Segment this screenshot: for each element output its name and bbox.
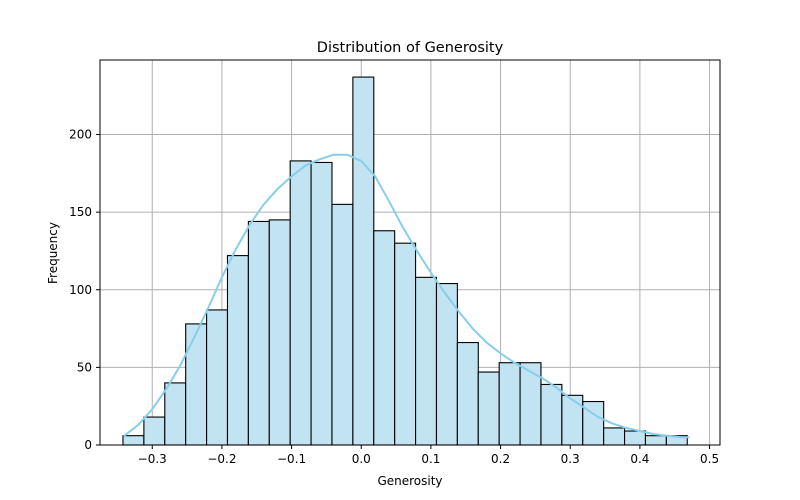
histogram-bar xyxy=(289,160,312,446)
histogram-bar xyxy=(206,309,229,446)
histogram-bar xyxy=(644,435,667,446)
x-tick-label: 0.4 xyxy=(630,452,649,466)
chart-title: Distribution of Generosity xyxy=(317,40,504,56)
histogram-bar xyxy=(352,76,375,446)
y-tick-label: 100 xyxy=(69,283,92,297)
histogram-bar xyxy=(122,435,145,446)
histogram-bar xyxy=(498,362,521,446)
histogram-bar xyxy=(247,220,270,446)
histogram-bar xyxy=(185,323,208,446)
x-tick-label: 0.5 xyxy=(700,452,719,466)
x-tick-label: −0.2 xyxy=(207,452,236,466)
histogram-bar xyxy=(331,203,354,446)
y-tick-label: 50 xyxy=(77,360,92,374)
histogram-bar xyxy=(226,255,249,446)
x-tick-label: 0.2 xyxy=(491,452,510,466)
kde-curve xyxy=(123,153,690,439)
histogram-bar xyxy=(310,161,333,446)
x-tick-label: −0.1 xyxy=(277,452,306,466)
y-axis-title: Frequency xyxy=(46,222,60,284)
histogram-bar xyxy=(624,430,647,446)
y-tick-label: 150 xyxy=(69,205,92,219)
plot-frame xyxy=(99,59,721,446)
histogram-bar xyxy=(477,371,500,446)
y-tick-label: 200 xyxy=(69,128,92,142)
histogram-bar xyxy=(603,427,626,446)
kde-layer xyxy=(123,153,690,439)
ticks-layer: −0.3 −0.2 −0.1 0.0 0.1 0.2 0.3 0.4 0.5 0 50 100 150 2… xyxy=(69,128,719,466)
histogram-bar xyxy=(540,383,563,446)
histogram-bar xyxy=(394,242,417,446)
bars-layer xyxy=(122,76,688,446)
histogram-bar xyxy=(456,341,479,446)
x-tick-label: 0.0 xyxy=(352,452,371,466)
x-tick-label: 0.3 xyxy=(561,452,580,466)
x-tick-label: −0.3 xyxy=(138,452,167,466)
histogram-bar xyxy=(561,394,584,446)
histogram-bar xyxy=(143,416,166,446)
histogram-bar xyxy=(164,382,187,446)
histogram-bar xyxy=(373,230,396,446)
x-axis-title: Generosity xyxy=(377,474,442,488)
x-tick-label: 0.1 xyxy=(421,452,440,466)
histogram-bar xyxy=(268,219,291,446)
histogram-bar xyxy=(435,282,458,446)
histogram-bar xyxy=(415,276,438,446)
y-tick-label: 0 xyxy=(84,438,92,452)
